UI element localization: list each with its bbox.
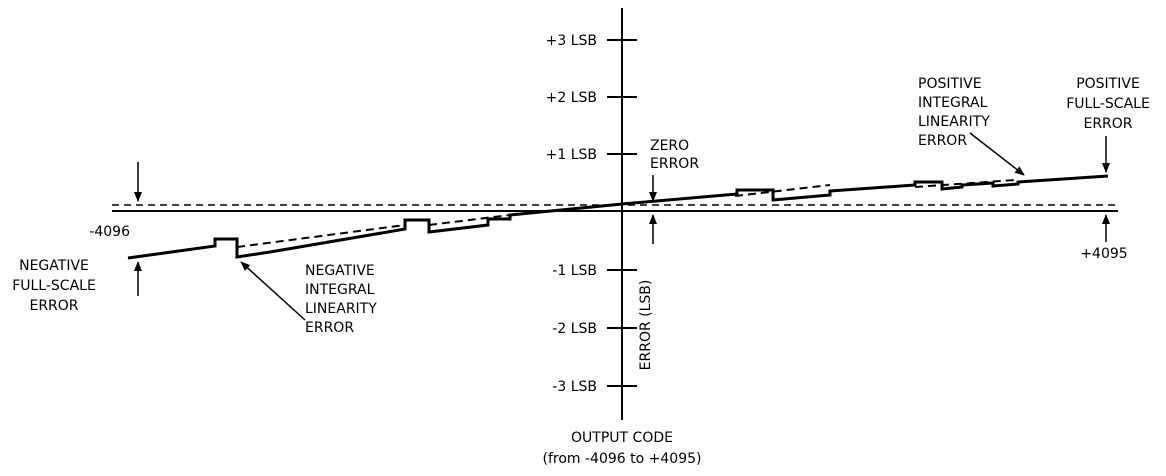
min-code-label: -4096 [89,224,130,240]
positive-integral-annotation: POSITIVE INTEGRAL LINEARITY ERROR [918,76,1025,176]
positive-integral-label-line3: LINEARITY [918,114,990,130]
negative-integral-label-line1: NEGATIVE [305,263,375,279]
negative-full-scale-label-line2: FULL-SCALE [12,278,96,294]
y-tick-label-plus1: +1 LSB [546,147,597,163]
positive-integral-label-line4: ERROR [918,133,967,149]
output-code-title: OUTPUT CODE [571,430,673,446]
y-tick-label-minus2: -2 LSB [552,321,597,337]
negative-integral-annotation: NEGATIVE INTEGRAL LINEARITY ERROR [240,261,377,336]
y-tick-label-minus3: -3 LSB [552,379,597,395]
zero-error-label-line1: ZERO [650,138,689,154]
positive-full-scale-annotation: POSITIVE FULL-SCALE ERROR +4095 [1066,76,1150,262]
negative-full-scale-annotation: -4096 NEGATIVE FULL-SCALE ERROR [12,162,142,314]
max-code-label: +4095 [1080,246,1127,262]
negative-full-scale-label-line1: NEGATIVE [19,258,89,274]
ideal-transfer-dashed-line [236,179,1016,248]
positive-full-scale-label-line3: ERROR [1083,116,1132,132]
negative-integral-label-line2: INTEGRAL [305,282,375,298]
y-tick-label-plus2: +2 LSB [546,90,597,106]
actual-transfer-curve [127,174,1109,260]
y-tick-label-minus1: -1 LSB [552,263,597,279]
negative-full-scale-label-line3: ERROR [29,298,78,314]
error-axis-label: ERROR (LSB) [638,280,654,371]
negative-integral-label-line3: LINEARITY [305,301,377,317]
output-code-subtitle: (from -4096 to +4095) [543,451,702,467]
positive-full-scale-label-line2: FULL-SCALE [1066,96,1150,112]
negative-integral-label-line4: ERROR [305,320,354,336]
y-axis-tick-labels: +3 LSB +2 LSB +1 LSB -1 LSB -2 LSB -3 LS… [546,33,597,395]
zero-error-label-line2: ERROR [650,156,699,172]
positive-integral-label-line2: INTEGRAL [918,95,988,111]
positive-full-scale-label-line1: POSITIVE [1076,76,1140,92]
y-tick-label-plus3: +3 LSB [546,33,597,49]
positive-integral-label-line1: POSITIVE [918,76,982,92]
y-axis-ticks [607,39,637,387]
zero-error-annotation: ZERO ERROR [649,138,699,244]
